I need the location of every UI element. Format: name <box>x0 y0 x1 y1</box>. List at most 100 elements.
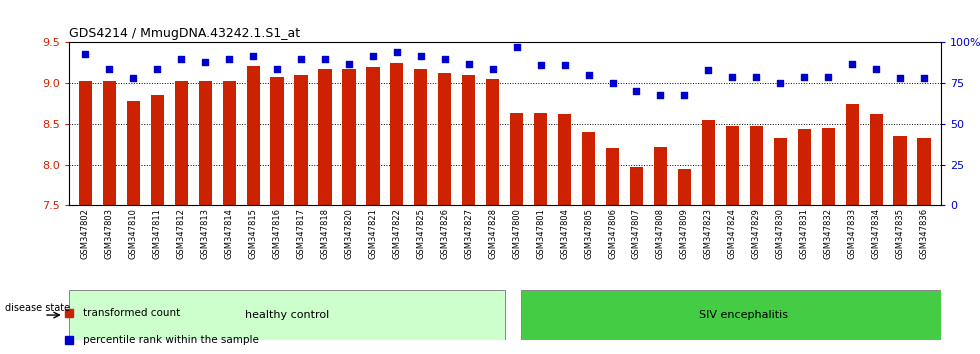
Point <box>509 45 524 50</box>
Bar <box>342 69 356 205</box>
Bar <box>247 66 260 205</box>
Text: GSM347817: GSM347817 <box>297 208 306 259</box>
Text: GSM347820: GSM347820 <box>344 208 354 259</box>
Bar <box>69 290 505 340</box>
Bar <box>702 120 715 205</box>
Point <box>77 51 93 57</box>
Text: GSM347821: GSM347821 <box>368 208 377 259</box>
Point <box>772 80 788 86</box>
Bar <box>917 138 931 205</box>
Bar <box>630 167 643 205</box>
Text: GSM347800: GSM347800 <box>513 208 521 259</box>
Text: GSM347802: GSM347802 <box>81 208 90 259</box>
Text: GSM347810: GSM347810 <box>128 208 138 259</box>
Point <box>820 74 836 80</box>
Text: GSM347831: GSM347831 <box>800 208 808 259</box>
Text: GSM347806: GSM347806 <box>608 208 617 259</box>
Bar <box>103 81 116 205</box>
Bar <box>222 81 236 205</box>
Bar <box>511 113 523 205</box>
Text: GSM347809: GSM347809 <box>680 208 689 259</box>
Bar <box>294 75 308 205</box>
Text: GSM347826: GSM347826 <box>440 208 449 259</box>
Point <box>461 61 476 67</box>
Bar <box>869 114 883 205</box>
Text: GSM347801: GSM347801 <box>536 208 545 259</box>
Point <box>102 66 118 72</box>
Point <box>125 75 141 81</box>
Point <box>341 61 357 67</box>
Text: GSM347822: GSM347822 <box>392 208 402 259</box>
Bar <box>894 136 906 205</box>
Bar <box>654 147 667 205</box>
Point <box>749 74 764 80</box>
Bar <box>773 138 787 205</box>
Point <box>653 92 668 97</box>
Point <box>485 66 501 72</box>
Text: healthy control: healthy control <box>245 310 328 320</box>
Bar <box>367 67 379 205</box>
Bar <box>750 126 762 205</box>
Point <box>197 59 213 65</box>
Text: GSM347816: GSM347816 <box>272 208 281 259</box>
Text: GSM347832: GSM347832 <box>823 208 833 259</box>
Bar <box>126 101 140 205</box>
Bar <box>270 78 283 205</box>
Text: GSM347814: GSM347814 <box>224 208 233 259</box>
Point <box>605 80 620 86</box>
Point <box>557 62 572 68</box>
Bar <box>678 169 691 205</box>
Text: GSM347827: GSM347827 <box>465 208 473 259</box>
Text: GSM347824: GSM347824 <box>728 208 737 259</box>
Bar <box>463 75 475 205</box>
Text: GSM347828: GSM347828 <box>488 208 497 259</box>
Point <box>628 88 644 94</box>
Bar <box>174 81 188 205</box>
Point <box>845 61 860 67</box>
Bar <box>438 73 452 205</box>
Text: GSM347834: GSM347834 <box>871 208 881 259</box>
Text: GSM347813: GSM347813 <box>201 208 210 259</box>
Point <box>916 75 932 81</box>
Point <box>318 56 333 62</box>
Bar <box>821 128 835 205</box>
Point <box>701 67 716 73</box>
Point <box>892 75 907 81</box>
Point <box>173 56 189 62</box>
Bar <box>606 148 619 205</box>
Point <box>293 56 309 62</box>
Text: GSM347833: GSM347833 <box>848 208 857 259</box>
Text: SIV encephalitis: SIV encephalitis <box>699 310 788 320</box>
Bar <box>798 129 810 205</box>
Point <box>149 66 165 72</box>
Bar <box>582 132 595 205</box>
Text: disease state: disease state <box>5 303 70 313</box>
Text: GSM347807: GSM347807 <box>632 208 641 259</box>
Text: GSM347805: GSM347805 <box>584 208 593 259</box>
Bar <box>151 96 164 205</box>
Text: GSM347811: GSM347811 <box>153 208 162 259</box>
Bar <box>415 69 427 205</box>
Point <box>868 66 884 72</box>
Point <box>413 53 428 58</box>
Bar <box>521 290 964 340</box>
Text: GSM347823: GSM347823 <box>704 208 712 259</box>
Text: GSM347804: GSM347804 <box>561 208 569 259</box>
Point <box>245 53 261 58</box>
Point <box>724 74 740 80</box>
Text: GSM347808: GSM347808 <box>656 208 665 259</box>
Bar <box>486 79 499 205</box>
Text: GDS4214 / MmugDNA.43242.1.S1_at: GDS4214 / MmugDNA.43242.1.S1_at <box>69 27 300 40</box>
Bar <box>78 81 92 205</box>
Text: GSM347815: GSM347815 <box>249 208 258 259</box>
Point <box>437 56 453 62</box>
Bar <box>558 114 571 205</box>
Text: GSM347825: GSM347825 <box>416 208 425 259</box>
Text: GSM347803: GSM347803 <box>105 208 114 259</box>
Text: GSM347830: GSM347830 <box>776 208 785 259</box>
Bar <box>199 81 212 205</box>
Text: GSM347812: GSM347812 <box>176 208 186 259</box>
Point <box>533 62 549 68</box>
Text: GSM347835: GSM347835 <box>896 208 905 259</box>
Point <box>676 92 692 97</box>
